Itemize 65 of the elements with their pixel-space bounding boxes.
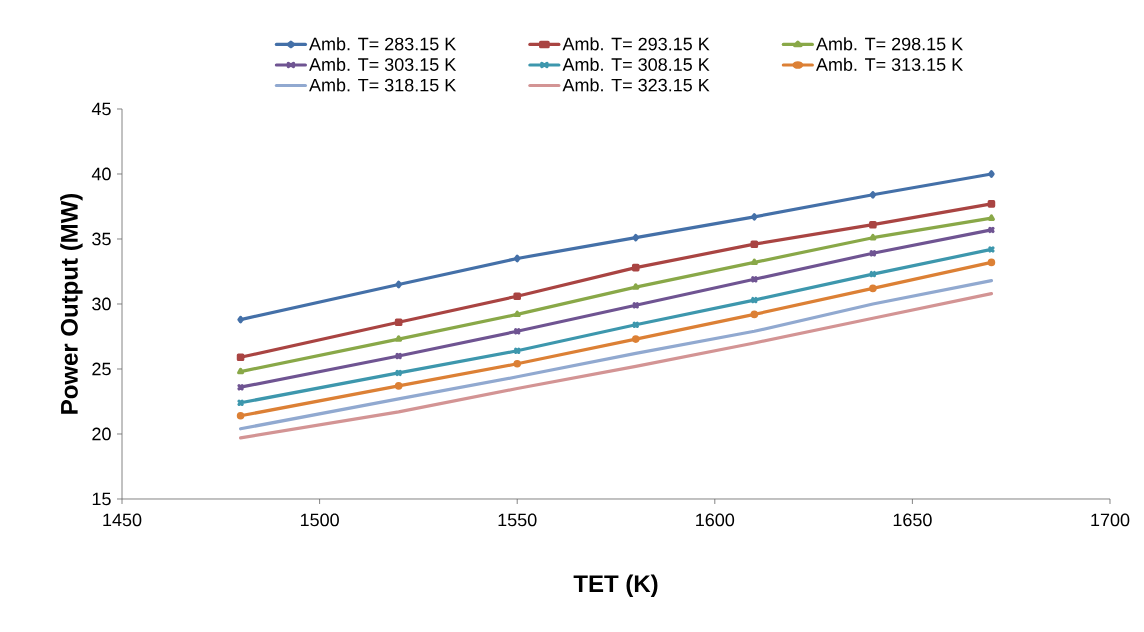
point	[395, 335, 403, 342]
y-tick-label: 35	[92, 232, 111, 246]
point	[750, 240, 759, 248]
y-axis-title: Power Output (MW)	[60, 193, 83, 414]
legend-label: Amb. T= 313.15 K	[815, 57, 963, 71]
point	[631, 263, 640, 272]
point	[632, 283, 640, 290]
point	[513, 292, 521, 300]
point	[751, 276, 758, 283]
point	[750, 258, 758, 266]
legend-label: Amb. T= 283.15 K	[309, 37, 457, 51]
y-tick-label: 15	[92, 492, 111, 506]
y-tick-label: 25	[92, 362, 111, 376]
point	[513, 359, 521, 368]
point	[395, 369, 402, 377]
point	[514, 328, 521, 335]
point	[751, 296, 758, 304]
legend-label: Amb. T= 318.15 K	[309, 78, 457, 92]
point	[395, 280, 402, 289]
point	[395, 352, 402, 360]
point	[869, 250, 877, 257]
point	[751, 213, 758, 221]
point	[236, 411, 245, 420]
point	[988, 226, 995, 234]
legend-label: Amb. T= 323.15 K	[562, 78, 710, 92]
legend-label: Amb. T= 298.15 K	[815, 37, 963, 51]
y-tick-label: 20	[92, 427, 111, 441]
legend-label: Amb. T= 308.15 K	[562, 57, 710, 71]
y-tick-label: 45	[91, 102, 111, 116]
point	[987, 200, 996, 208]
y-tick-label: 30	[92, 297, 111, 311]
point	[632, 321, 639, 328]
point	[513, 254, 521, 263]
point	[513, 310, 521, 318]
point	[237, 384, 244, 391]
point	[869, 233, 877, 241]
x-tick-label: 1600	[696, 513, 735, 527]
y-tick-label: 40	[91, 167, 111, 181]
point	[632, 233, 640, 242]
point	[394, 318, 403, 326]
point	[750, 310, 759, 319]
point	[988, 170, 995, 178]
point	[869, 284, 877, 293]
point	[237, 367, 245, 375]
point	[237, 399, 244, 406]
x-tick-label: 1450	[103, 513, 142, 527]
point	[869, 270, 877, 278]
x-axis-title: TET (K)	[573, 574, 658, 597]
point	[631, 335, 640, 343]
point	[237, 315, 244, 324]
point	[514, 347, 521, 354]
point	[236, 353, 245, 362]
point	[394, 382, 403, 390]
legend-label: Amb. T= 303.15 K	[309, 57, 457, 71]
x-tick-label: 1700	[1091, 513, 1130, 527]
legend-label: Amb. T= 293.15 K	[562, 37, 710, 51]
point	[987, 258, 996, 267]
x-tick-label: 1500	[300, 513, 339, 527]
point	[988, 246, 995, 253]
x-tick-label: 1650	[893, 513, 932, 527]
point	[869, 220, 877, 229]
point	[632, 302, 639, 309]
point	[869, 190, 877, 199]
point	[987, 214, 995, 221]
x-tick-label: 1550	[498, 513, 537, 527]
